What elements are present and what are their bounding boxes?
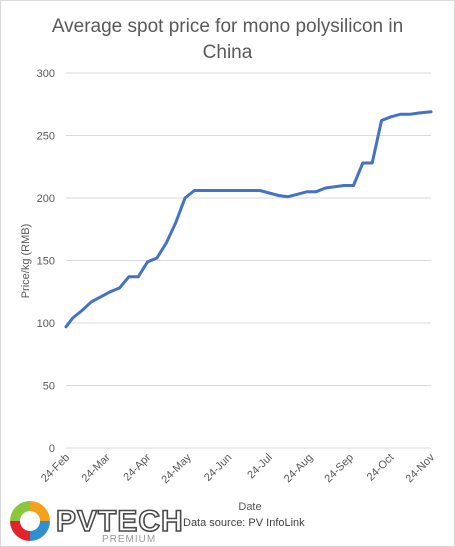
- gridlines: [66, 72, 431, 449]
- y-tick-label: 200: [37, 193, 55, 205]
- y-axis-label: Price/kg (RMB): [20, 224, 32, 299]
- y-tick-label: 50: [43, 381, 55, 393]
- x-axis-label: Date: [238, 501, 261, 513]
- chart-title-line-2: China: [202, 42, 253, 63]
- chart-title-line-1: Average spot price for mono polysilicon …: [51, 16, 404, 37]
- x-tick-label: 24-Jun: [202, 452, 234, 484]
- x-tick-label: 24-May: [159, 451, 194, 486]
- series-layer: [64, 110, 433, 329]
- y-tick-label: 150: [37, 256, 55, 268]
- pvtech-premium-logo: PVTECH PREMIUM: [10, 501, 184, 545]
- pvtech-swirl-icon: [10, 501, 50, 541]
- x-tick-labels: 24-Feb 24-Mar 24-Apr 24-May 24-Jun 24-Jul 24-A…: [39, 451, 437, 486]
- series-line: [64, 110, 433, 329]
- x-tick-label: 24-Apr: [121, 451, 153, 483]
- x-tick-label: 24-Aug: [282, 452, 316, 486]
- y-tick-label: 100: [37, 318, 55, 330]
- x-tick-label: 24-Feb: [39, 452, 72, 485]
- x-tick-label: 24-Mar: [80, 451, 113, 484]
- x-tick-label: 24-Oct: [365, 452, 397, 484]
- y-tick-label: 300: [37, 68, 55, 80]
- x-tick-label: 24-Jul: [245, 452, 275, 482]
- data-source-note: Data source: PV InfoLink: [183, 517, 305, 529]
- x-tick-label: 24-Nov: [404, 451, 438, 485]
- logo-wordmark: PVTECH: [56, 505, 184, 538]
- y-tick-label: 0: [49, 443, 55, 455]
- y-tick-labels: 0 50 100 150 200 250 300: [37, 68, 55, 455]
- logo-subtext: PREMIUM: [102, 534, 156, 545]
- x-tick-label: 24-Sep: [322, 452, 356, 486]
- y-tick-label: 250: [37, 131, 55, 143]
